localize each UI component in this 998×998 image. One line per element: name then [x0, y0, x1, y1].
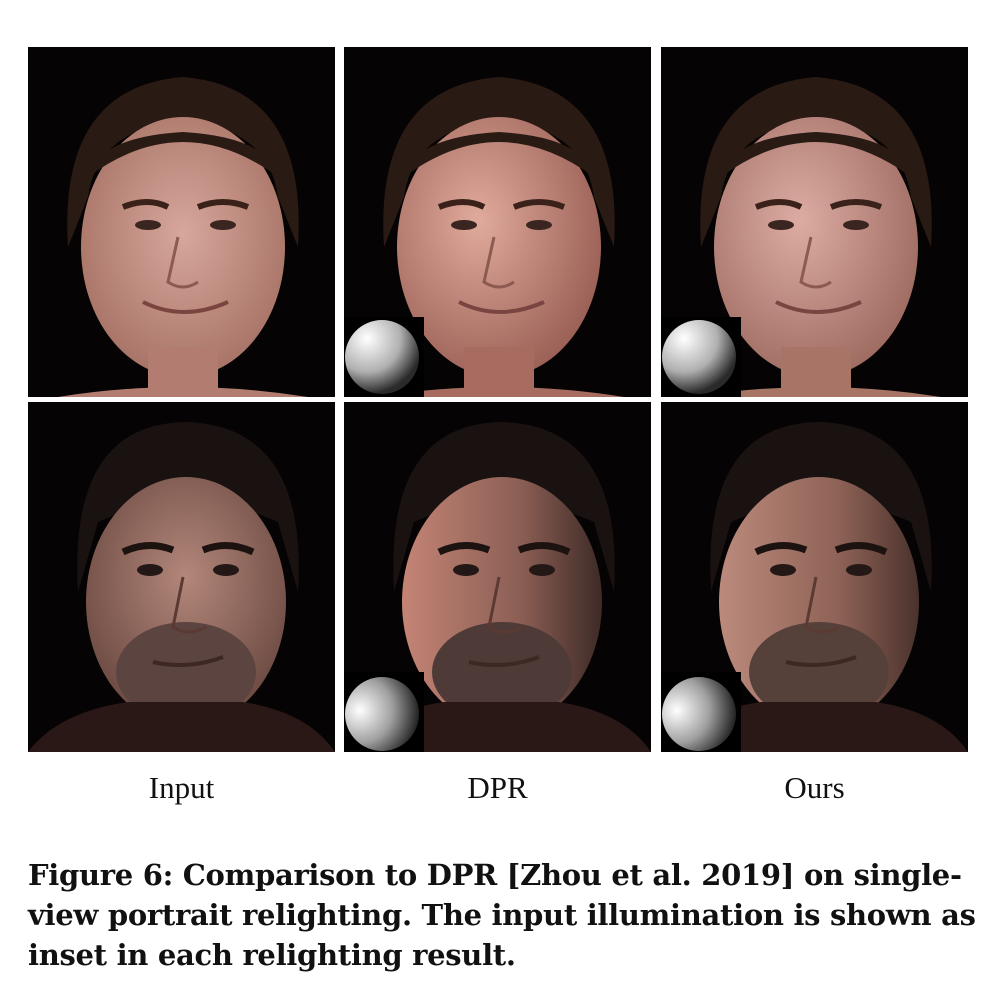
- portrait-woman-ours: [661, 77, 941, 397]
- panel-row2-dpr: [344, 402, 651, 752]
- panel-row1-input: [28, 47, 335, 397]
- portrait-woman-dpr: [344, 77, 624, 397]
- portrait-woman-input: [58, 77, 308, 397]
- panel-row1-ours: [661, 47, 968, 397]
- column-label-dpr: DPR: [467, 770, 528, 805]
- portrait-man-dpr: [344, 422, 651, 752]
- illumination-sphere-icon: [662, 677, 736, 751]
- column-label-ours: Ours: [784, 770, 845, 805]
- panel-row1-dpr: [344, 47, 651, 397]
- portrait-man-ours: [661, 422, 968, 752]
- figure-caption: Figure 6: Comparison to DPR [Zhou et al.…: [28, 858, 976, 972]
- portrait-man-input: [28, 422, 335, 752]
- illumination-sphere-icon: [662, 320, 736, 394]
- column-label-input: Input: [148, 770, 215, 805]
- illumination-sphere-icon: [345, 677, 419, 751]
- panel-row2-ours: [661, 402, 968, 752]
- panel-row2-input: [28, 402, 335, 752]
- illumination-sphere-icon: [345, 320, 419, 394]
